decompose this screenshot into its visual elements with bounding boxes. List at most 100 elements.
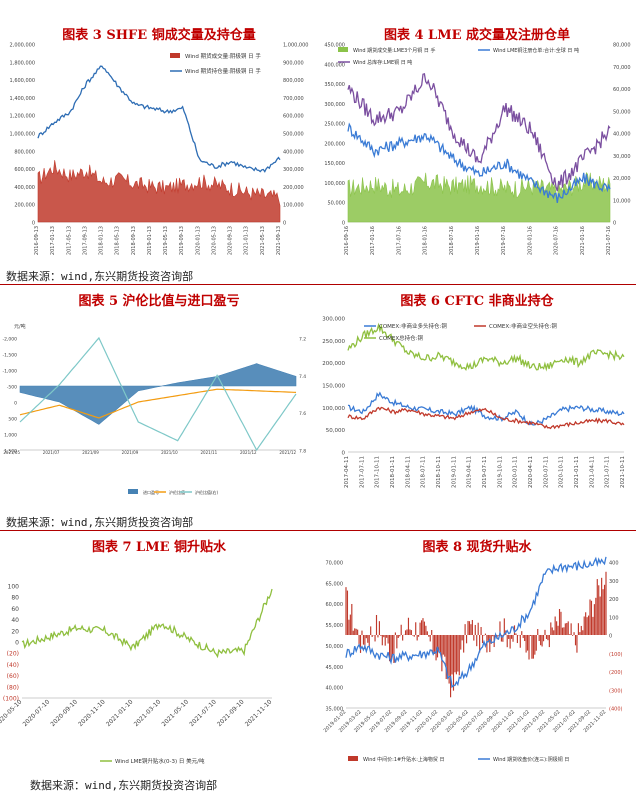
svg-fig5-xtick: 2021/11 <box>201 450 218 455</box>
svg-fig8-bar-0 <box>470 624 472 635</box>
svg-fig3-ytick-right: 0 <box>283 221 286 227</box>
svg-fig6-ytick-left: 0 <box>342 451 346 457</box>
svg-fig7-legend-label: Wind LME铜升贴水(0-3) 日 美元/吨 <box>115 757 205 765</box>
svg-fig8-bar-0 <box>432 635 434 653</box>
svg-fig8-bar-0 <box>380 635 382 636</box>
svg-fig8-bar-0 <box>481 635 484 644</box>
svg-fig5-xtick: 2021/07 <box>43 450 60 455</box>
svg-fig4-xtick: 2018-07-16 <box>449 226 455 255</box>
svg-fig7-xtick: 2020-07-10 <box>22 698 52 728</box>
svg-fig8-bar-0 <box>399 635 401 637</box>
svg-fig3-ytick-right: 100,000 <box>283 203 304 209</box>
svg-fig8-bar-0 <box>413 635 415 637</box>
svg-fig8-bar-0 <box>393 635 395 664</box>
svg-fig8-bar-0 <box>605 571 607 635</box>
svg-fig8-bar-0 <box>439 635 441 655</box>
svg-fig8-bar-0 <box>532 635 534 659</box>
svg-fig8-bar-0 <box>367 635 369 643</box>
svg-fig8-bar-0 <box>390 635 392 662</box>
svg-fig8-bar-0 <box>394 632 396 635</box>
svg-fig4-xtick: 2020-01-16 <box>527 226 533 255</box>
fig6-chart: 0 50,000 100,000 150,000 200,000 250,000 300,0… <box>322 317 626 488</box>
svg-fig3-ytick-left: 1,800,000 <box>10 60 35 66</box>
svg-fig8-bar-0 <box>586 617 588 635</box>
svg-fig8-bar-0 <box>357 629 359 635</box>
svg-fig3-ytick-left: 0 <box>32 221 35 227</box>
svg-fig7-xtick: 2021-05-10 <box>160 698 190 728</box>
svg-fig8-bar-0 <box>545 635 548 639</box>
svg-fig8-bar-0 <box>400 624 402 635</box>
svg-fig5-ytick-right: 7.6 <box>299 411 306 417</box>
svg-fig5-legend-label: 沪伦比值 <box>169 489 185 495</box>
svg-fig8-bar-0 <box>425 625 427 635</box>
svg-fig4-series-1 <box>347 122 611 203</box>
svg-fig8-bar-0 <box>375 614 378 635</box>
divider-2 <box>0 530 636 531</box>
svg-fig8-bar-0 <box>438 635 440 653</box>
source-note-3: 数据来源：wind,东兴期货投资咨询部 <box>30 779 218 792</box>
fig6-title: 图表 6 CFTC 非商业持仓 <box>400 294 554 309</box>
svg-fig8-bar-0 <box>506 635 508 648</box>
svg-fig3-ytick-right: 200,000 <box>283 185 304 191</box>
svg-fig8-bar-0 <box>583 616 585 635</box>
svg-fig3-ytick-right: 500,000 <box>283 132 304 138</box>
svg-fig5-ytick-left: -500 <box>7 385 17 391</box>
svg-fig7-xtick: 2021-03-10 <box>133 698 163 728</box>
svg-fig8-bar-0 <box>415 622 417 635</box>
svg-fig6-xtick: 2019-01-11 <box>451 456 457 488</box>
svg-fig3-xtick: 2019-05-13 <box>163 226 169 255</box>
svg-fig8-ytick-left: 60,000 <box>326 602 344 608</box>
svg-fig6-xtick: 2019-10-11 <box>497 456 503 488</box>
svg-fig8-bar-0 <box>384 635 386 646</box>
svg-fig8-bar-0 <box>407 617 410 635</box>
svg-fig3-ytick-left: 1,200,000 <box>10 114 35 120</box>
svg-fig8-bar-0 <box>531 635 533 659</box>
svg-fig8-bar-0 <box>397 635 399 638</box>
source-note-2: 数据来源：wind,东兴期货投资咨询部 <box>6 516 194 529</box>
svg-fig7-ytick-left: (20) <box>7 651 19 658</box>
svg-fig6-ytick-left: 300,000 <box>322 317 345 323</box>
svg-fig8-bar-0 <box>553 630 555 635</box>
svg-fig7-ytick-left: 40 <box>11 617 19 624</box>
svg-fig8-bar-0 <box>566 623 568 635</box>
svg-fig5-legend-label: 沪伦比值(右) <box>195 489 219 495</box>
svg-fig6-ytick-left: 150,000 <box>322 384 345 390</box>
svg-fig4-ytick-left: 350,000 <box>324 82 345 88</box>
svg-fig4-ytick-left: 200,000 <box>324 141 345 147</box>
svg-fig8-bar-0 <box>364 635 366 650</box>
svg-fig8-bar-0 <box>537 629 539 635</box>
svg-fig5-ytick-left: -1,000 <box>2 369 17 375</box>
svg-fig8-bar-0 <box>480 627 482 635</box>
svg-fig8-ytick-left: 50,000 <box>326 644 344 650</box>
svg-fig7-xtick: 2021-09-10 <box>216 698 246 728</box>
svg-fig6-series-0 <box>347 391 625 426</box>
svg-fig8-bar-0 <box>409 629 411 635</box>
svg-fig4-xtick: 2018-01-16 <box>423 226 429 255</box>
svg-fig6-ytick-left: 100,000 <box>322 406 345 412</box>
svg-fig8-ytick-left: 65,000 <box>326 581 344 587</box>
svg-fig8-bar-0 <box>534 635 536 655</box>
svg-fig7-ytick-left: (80) <box>7 684 19 691</box>
svg-fig5-ytick-right: 7.2 <box>299 337 306 343</box>
svg-fig8-bar-0 <box>556 621 558 635</box>
svg-fig4-ytick-left: 100,000 <box>324 181 345 187</box>
svg-fig8-bar-0 <box>441 635 443 672</box>
svg-fig4-xtick: 2016-09-16 <box>344 226 350 255</box>
svg-fig8-bar-0 <box>370 626 372 635</box>
svg-fig6-xtick: 2021-01-11 <box>574 456 580 488</box>
svg-fig8-bar-0 <box>548 635 550 648</box>
svg-fig8-bar-0 <box>458 635 460 676</box>
svg-fig8-bar-0 <box>585 612 587 635</box>
svg-fig3-ytick-left: 2,000,000 <box>10 43 35 49</box>
svg-fig6-ytick-left: 200,000 <box>322 361 345 367</box>
svg-fig8-bar-0 <box>500 635 502 642</box>
svg-fig8-bar-0 <box>423 621 426 635</box>
svg-fig8-bar-0 <box>436 635 439 658</box>
svg-fig8-bar-0 <box>419 622 421 635</box>
svg-fig6-xtick: 2021-10-11 <box>620 456 626 488</box>
svg-fig8-bar-0 <box>535 635 537 651</box>
svg-fig3-xtick: 2020-01-13 <box>195 226 201 255</box>
svg-fig8-bar-0 <box>473 635 475 641</box>
svg-fig8-bar-0 <box>354 628 356 635</box>
svg-fig8-ytick-left: 45,000 <box>326 665 344 671</box>
